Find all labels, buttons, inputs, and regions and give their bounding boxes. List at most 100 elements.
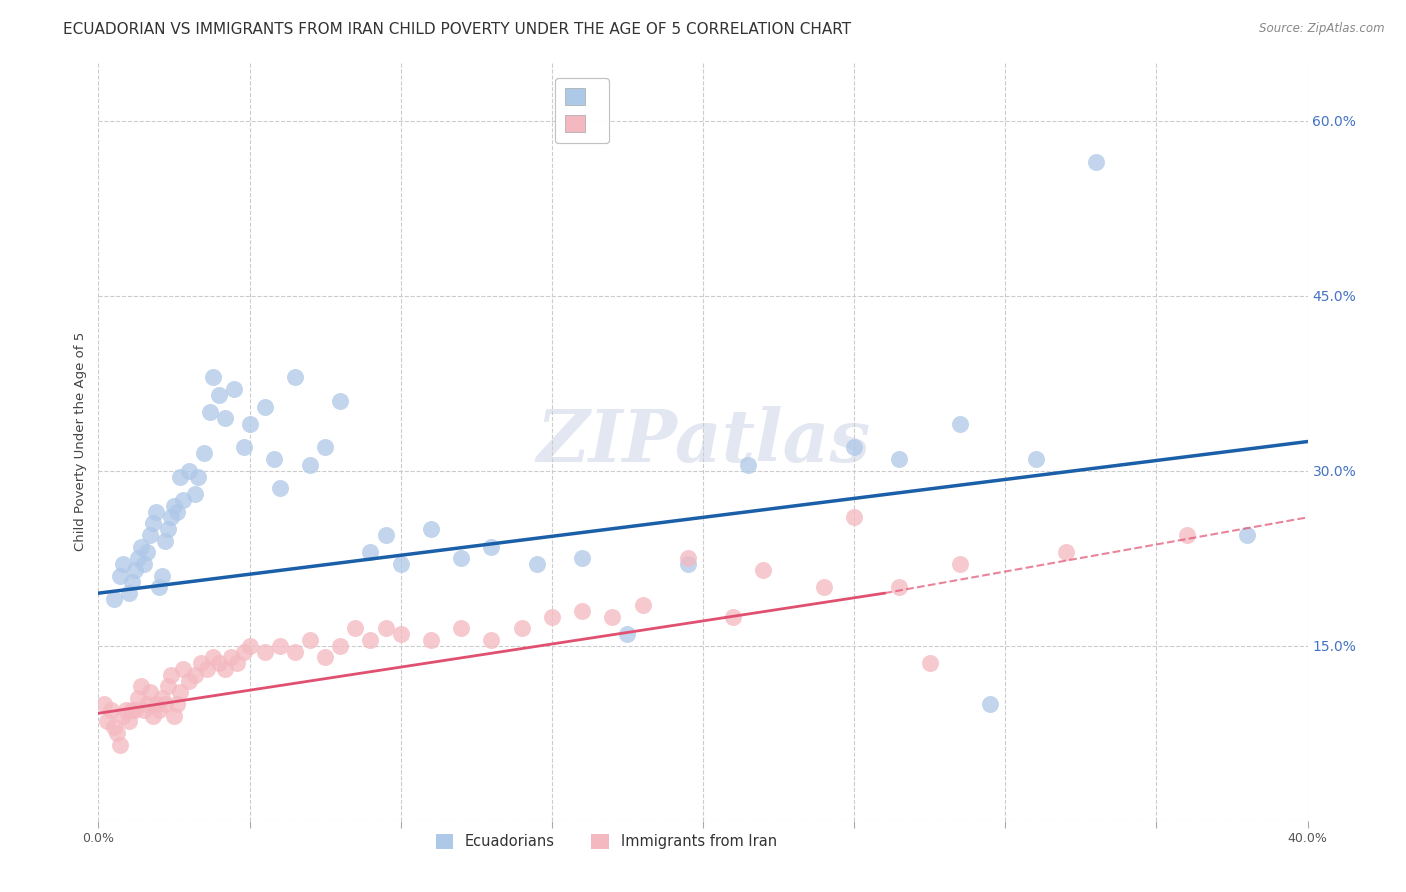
Point — [145, 504, 167, 518]
Point — [813, 580, 835, 594]
Point — [108, 738, 131, 752]
Point — [360, 632, 382, 647]
Text: ZIPatlas: ZIPatlas — [536, 406, 870, 477]
Point — [253, 644, 276, 658]
Point — [389, 557, 412, 571]
Point — [172, 662, 194, 676]
Point — [187, 469, 209, 483]
Point — [96, 714, 118, 729]
Point — [108, 568, 131, 582]
Point — [949, 417, 972, 431]
Point — [450, 621, 472, 635]
Point — [481, 540, 503, 554]
Point — [299, 458, 322, 472]
Point — [139, 528, 162, 542]
Point — [1085, 154, 1108, 169]
Point — [979, 697, 1001, 711]
Point — [202, 650, 225, 665]
Point — [631, 598, 654, 612]
Point — [889, 580, 911, 594]
Point — [169, 685, 191, 699]
Point — [184, 668, 207, 682]
Point — [163, 708, 186, 723]
Point — [1236, 528, 1258, 542]
Point — [156, 680, 179, 694]
Point — [374, 528, 396, 542]
Point — [127, 551, 149, 566]
Point — [114, 703, 136, 717]
Point — [179, 464, 201, 478]
Point — [232, 441, 254, 455]
Y-axis label: Child Poverty Under the Age of 5: Child Poverty Under the Age of 5 — [75, 332, 87, 551]
Point — [184, 487, 207, 501]
Point — [284, 370, 307, 384]
Point — [224, 382, 246, 396]
Point — [723, 609, 745, 624]
Point — [571, 551, 593, 566]
Point — [314, 441, 336, 455]
Point — [949, 557, 972, 571]
Point — [124, 703, 146, 717]
Point — [221, 650, 243, 665]
Point — [118, 586, 141, 600]
Point — [190, 656, 212, 670]
Point — [153, 533, 176, 548]
Point — [129, 540, 152, 554]
Text: Source: ZipAtlas.com: Source: ZipAtlas.com — [1260, 22, 1385, 36]
Point — [111, 557, 134, 571]
Point — [844, 510, 866, 524]
Point — [169, 469, 191, 483]
Point — [105, 726, 128, 740]
Point — [179, 673, 201, 688]
Point — [329, 393, 352, 408]
Point — [571, 604, 593, 618]
Point — [526, 557, 548, 571]
Point — [150, 568, 173, 582]
Point — [616, 627, 638, 641]
Point — [214, 662, 236, 676]
Point — [142, 708, 165, 723]
Point — [481, 632, 503, 647]
Point — [239, 417, 262, 431]
Point — [269, 639, 291, 653]
Point — [253, 400, 276, 414]
Point — [163, 499, 186, 513]
Point — [118, 714, 141, 729]
Point — [208, 388, 231, 402]
Point — [145, 697, 167, 711]
Point — [93, 697, 115, 711]
Point — [132, 703, 155, 717]
Point — [100, 703, 122, 717]
Point — [1054, 545, 1077, 559]
Point — [195, 662, 218, 676]
Point — [135, 545, 157, 559]
Point — [148, 703, 170, 717]
Point — [202, 370, 225, 384]
Point — [844, 441, 866, 455]
Point — [263, 452, 285, 467]
Point — [103, 592, 125, 607]
Point — [135, 697, 157, 711]
Point — [103, 720, 125, 734]
Point — [284, 644, 307, 658]
Point — [166, 504, 188, 518]
Point — [214, 411, 236, 425]
Point — [314, 650, 336, 665]
Point — [889, 452, 911, 467]
Point — [360, 545, 382, 559]
Point — [269, 481, 291, 495]
Point — [127, 691, 149, 706]
Text: ECUADORIAN VS IMMIGRANTS FROM IRAN CHILD POVERTY UNDER THE AGE OF 5 CORRELATION : ECUADORIAN VS IMMIGRANTS FROM IRAN CHILD… — [63, 22, 852, 37]
Point — [172, 492, 194, 507]
Point — [389, 627, 412, 641]
Point — [153, 697, 176, 711]
Point — [1175, 528, 1198, 542]
Point — [420, 632, 443, 647]
Point — [129, 680, 152, 694]
Point — [676, 557, 699, 571]
Point — [374, 621, 396, 635]
Point — [200, 405, 222, 419]
Point — [299, 632, 322, 647]
Point — [139, 685, 162, 699]
Point — [160, 668, 183, 682]
